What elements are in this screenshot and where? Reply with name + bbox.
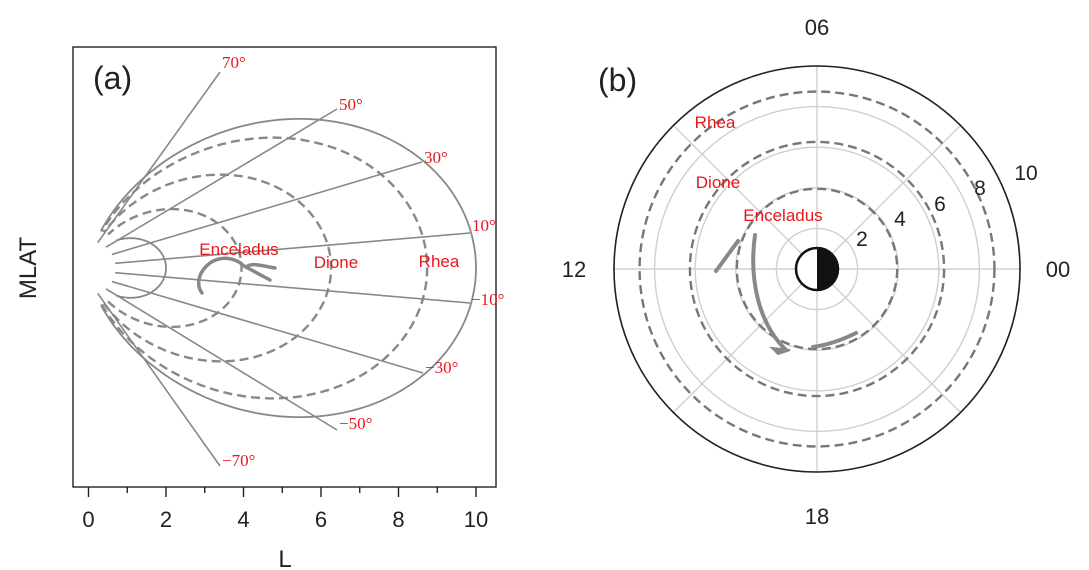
- latitude-line: [105, 288, 338, 431]
- panel-b-label: (b): [598, 62, 637, 98]
- panel-a-field-lines: 0 2 4 6 8 10 (a) L MLAT Enceladus Dione Rhea …: [15, 46, 504, 570]
- angular-grid-line: [672, 282, 804, 414]
- angular-grid-line: [672, 124, 804, 256]
- lt-label-right: 00: [1046, 257, 1070, 282]
- x-tick-label: 0: [82, 507, 94, 532]
- lat-label-minus-70: −70°: [222, 451, 255, 470]
- trajectory-arrow-head: [769, 346, 791, 356]
- angular-grid-line: [830, 282, 962, 414]
- panel-a-x-ticks: 0 2 4 6 8 10: [82, 487, 488, 532]
- x-tick-label: 4: [237, 507, 249, 532]
- moon-label-enceladus: Enceladus: [199, 240, 278, 259]
- moon-field-line: [107, 207, 243, 329]
- x-tick-label: 2: [160, 507, 172, 532]
- radial-tick-8: 8: [974, 177, 986, 200]
- moon-orbits: [638, 90, 996, 448]
- panel-a-frame: [72, 46, 497, 488]
- x-tick-label: 6: [315, 507, 327, 532]
- orbit-label-rhea: Rhea: [695, 113, 736, 132]
- latitude-line: [115, 271, 471, 304]
- x-tick-label: 8: [392, 507, 404, 532]
- field-line: [115, 237, 167, 299]
- latitude-line: [97, 293, 221, 467]
- lat-label-minus-50: −50°: [339, 414, 372, 433]
- moon-field-line: [103, 173, 333, 363]
- lt-label-left: 12: [562, 257, 586, 282]
- lat-label-minus-10: −10°: [471, 290, 504, 309]
- latitude-line: [111, 280, 424, 374]
- lat-label-50: 50°: [339, 95, 363, 114]
- moon-label-dione: Dione: [314, 253, 358, 272]
- x-axis-label: L: [278, 546, 291, 570]
- latitude-line: [105, 108, 338, 248]
- orbit-label-enceladus: Enceladus: [743, 206, 822, 225]
- latitude-line: [97, 71, 221, 243]
- trajectory-arc-1: [714, 239, 740, 273]
- lat-label-10: 10°: [472, 216, 496, 235]
- lat-label-minus-30: −30°: [425, 358, 458, 377]
- moon-orbit: [638, 90, 996, 448]
- polar-outer-frame: [613, 65, 1021, 473]
- panel-b-polar-plot: (b) 06 12 00 18 2 4 6 8 10 Enceladus Dio…: [562, 15, 1070, 529]
- latitude-lines: [97, 71, 471, 467]
- latitude-line: [111, 161, 423, 256]
- latitude-line: [115, 232, 471, 265]
- moon-field-line: [100, 136, 429, 400]
- radial-tick-10: 10: [1014, 162, 1037, 185]
- radial-tick-2: 2: [856, 228, 868, 251]
- trajectory-arc-2: [751, 233, 788, 352]
- dipole-field-lines: [100, 118, 477, 418]
- orbit-label-dione: Dione: [696, 173, 740, 192]
- enceladus-trajectory-tail: [244, 262, 277, 270]
- enceladus-trajectory-segment: [196, 256, 272, 295]
- moon-orbit: [688, 140, 946, 398]
- lt-label-top: 06: [805, 15, 829, 40]
- panel-a-label: (a): [93, 60, 132, 96]
- lat-label-70: 70°: [222, 53, 246, 72]
- planet-night-side: [817, 248, 838, 290]
- radial-tick-6: 6: [934, 193, 946, 216]
- x-tick-label: 10: [464, 507, 488, 532]
- moon-label-rhea: Rhea: [419, 252, 460, 271]
- y-axis-label: MLAT: [15, 237, 42, 300]
- angular-grid-line: [830, 124, 962, 256]
- moon-orbit: [735, 187, 899, 351]
- trajectory-arc-3: [811, 331, 858, 349]
- radial-tick-4: 4: [894, 208, 906, 231]
- lt-label-bottom: 18: [805, 504, 829, 529]
- field-line: [100, 118, 477, 418]
- lat-label-30: 30°: [424, 148, 448, 167]
